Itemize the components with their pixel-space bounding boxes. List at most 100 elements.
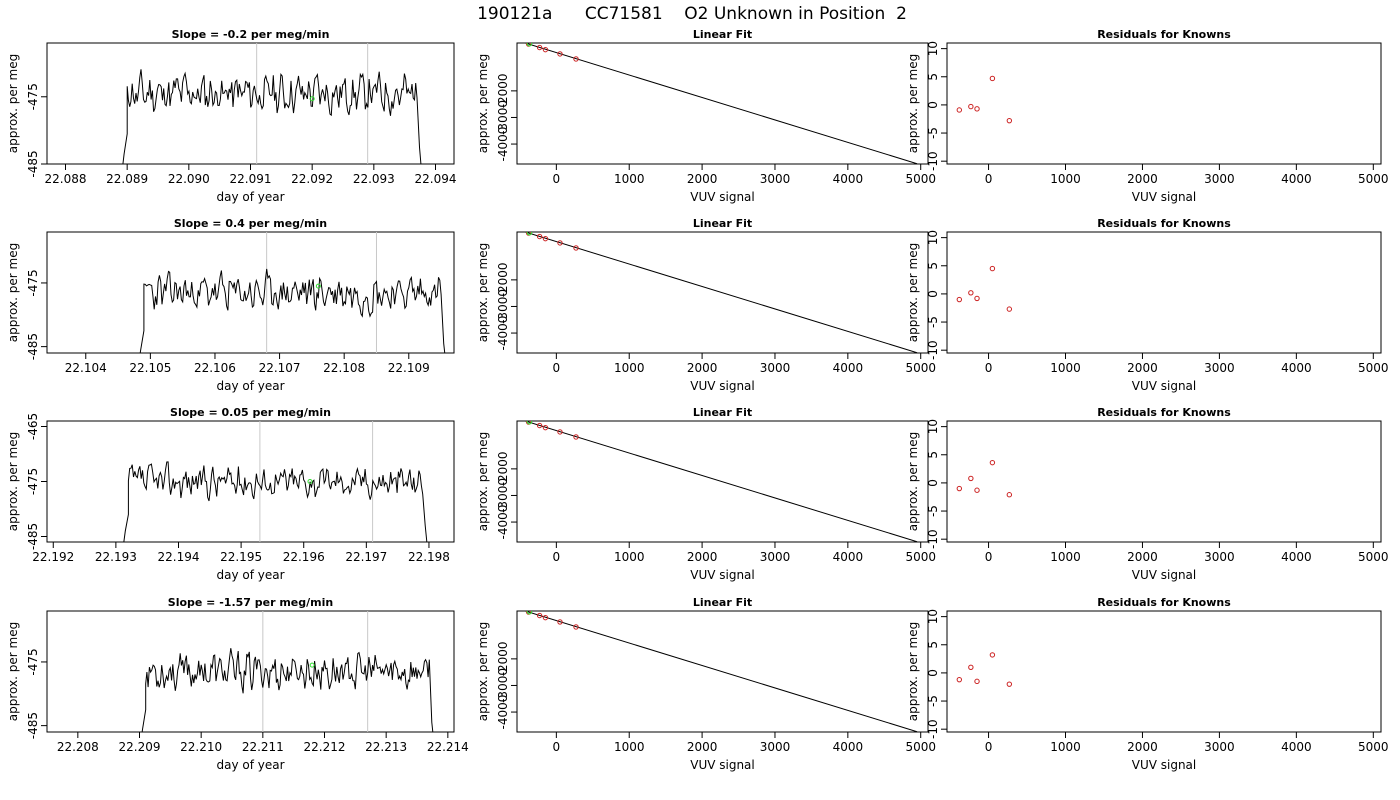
x-tick-label: 2000: [687, 550, 718, 564]
y-tick-label: -2000: [496, 73, 510, 108]
x-tick-label: 0: [985, 550, 993, 564]
x-tick-label: 22.212: [304, 740, 346, 754]
plot-area: [523, 232, 918, 353]
x-tick-label: 4000: [1281, 550, 1312, 564]
x-tick-label: 4000: [833, 550, 864, 564]
x-tick-label: 4000: [1281, 361, 1312, 375]
known-point: [989, 652, 996, 658]
y-tick-label: -485: [26, 523, 40, 550]
x-axis-label: day of year: [216, 379, 284, 393]
x-tick-label: 2000: [687, 740, 718, 754]
plot-area: [523, 611, 918, 732]
x-tick-label: 4000: [1281, 740, 1312, 754]
chart-panel: Linear Fit 0 1000 2000 3000 4000 5000 -2000-300…: [476, 28, 936, 204]
y-tick-label: -2000: [496, 262, 510, 297]
known-point: [968, 103, 974, 110]
known-point: [974, 678, 980, 685]
x-tick-label: 1000: [614, 740, 645, 754]
x-axis-label: VUV signal: [690, 568, 755, 582]
y-axis-label: approx. per meg: [476, 622, 490, 721]
x-tick-label: 4000: [833, 740, 864, 754]
chart-title: Residuals for Knowns: [1097, 217, 1231, 230]
y-tick-label: -10: [926, 340, 940, 360]
x-tick-label: 22.195: [220, 550, 262, 564]
plot-area: [122, 43, 422, 164]
y-axis-label: approx. per meg: [476, 243, 490, 342]
unknown-point: [526, 232, 533, 236]
y-axis-label: approx. per meg: [6, 622, 20, 721]
plot-frame: [946, 231, 1382, 354]
x-tick-label: 5000: [1358, 740, 1389, 754]
plot-frame: [946, 42, 1382, 165]
chart-title: Slope = 0.05 per meg/min: [170, 406, 331, 419]
unknown-point: [309, 662, 315, 668]
x-axis-label: VUV signal: [1132, 190, 1197, 204]
plot-frame: [946, 610, 1382, 733]
plot-area: [956, 265, 1013, 312]
known-point: [1006, 681, 1013, 687]
y-tick-label: -5: [926, 316, 940, 328]
known-point: [956, 676, 963, 683]
y-tick-label: -4000: [496, 505, 510, 540]
x-axis-label: day of year: [216, 568, 284, 582]
x-tick-label: 22.092: [291, 172, 333, 186]
plot-frame: [516, 420, 929, 543]
plot-frame: [516, 231, 929, 354]
known-point: [956, 107, 963, 113]
plot-frame: [946, 420, 1382, 543]
known-point: [573, 624, 579, 630]
known-point: [1006, 492, 1013, 498]
panels: Slope = -0.2 per meg/min 22.088 22.089 22.0…: [6, 28, 1389, 772]
y-tick-label: -3000: [496, 289, 510, 324]
x-tick-label: 2000: [1127, 172, 1158, 186]
known-point: [573, 56, 579, 62]
plot-area: [523, 43, 918, 164]
x-tick-label: 22.094: [415, 172, 457, 186]
chart-panel: Residuals for Knowns 0 1000 2000 3000 4000 500…: [906, 217, 1389, 393]
plot-frame: [516, 610, 929, 733]
y-tick-label: -465: [26, 413, 40, 440]
y-tick-label: 5: [926, 641, 940, 649]
y-tick-label: -3000: [496, 100, 510, 135]
figure-title: 190121a CC71581 O2 Unknown in Position 2: [477, 4, 907, 24]
known-point: [542, 46, 549, 53]
plot-area: [523, 421, 918, 542]
x-tick-label: 1000: [614, 550, 645, 564]
known-point: [557, 240, 563, 246]
known-point: [536, 422, 543, 429]
x-tick-label: 22.213: [365, 740, 407, 754]
chart-panel: Residuals for Knowns 0 1000 2000 3000 4000 500…: [906, 596, 1389, 772]
x-tick-label: 2000: [1127, 361, 1158, 375]
x-tick-label: 22.107: [259, 361, 301, 375]
unknown-point: [526, 611, 533, 615]
plot-frame: [46, 231, 455, 354]
x-axis-label: day of year: [216, 758, 284, 772]
x-tick-label: 5000: [905, 172, 936, 186]
y-tick-label: 10: [926, 41, 940, 56]
x-tick-label: 22.093: [353, 172, 395, 186]
x-tick-label: 5000: [1358, 361, 1389, 375]
x-tick-label: 3000: [1204, 550, 1235, 564]
plot-area: [139, 232, 446, 353]
x-tick-label: 5000: [1358, 172, 1389, 186]
unknown-point: [526, 421, 533, 425]
y-tick-label: -475: [26, 269, 40, 296]
x-tick-label: 2000: [687, 172, 718, 186]
known-point: [974, 106, 980, 112]
known-point: [536, 233, 543, 240]
plot-frame: [516, 42, 929, 165]
y-tick-label: -10: [926, 151, 940, 171]
x-tick-label: 3000: [760, 740, 791, 754]
unknown-point: [307, 479, 313, 484]
x-tick-label: 1000: [614, 172, 645, 186]
y-axis-label: approx. per meg: [6, 243, 20, 342]
known-point: [573, 434, 579, 440]
y-axis-label: approx. per meg: [476, 54, 490, 153]
y-axis-label: approx. per meg: [906, 243, 920, 342]
x-tick-label: 4000: [833, 172, 864, 186]
known-point: [956, 296, 963, 303]
y-tick-label: 10: [926, 419, 940, 434]
x-tick-label: 22.108: [323, 361, 365, 375]
chart-panel: Linear Fit 0 1000 2000 3000 4000 5000 -2000-300…: [476, 406, 936, 582]
signal-trace: [123, 461, 428, 542]
